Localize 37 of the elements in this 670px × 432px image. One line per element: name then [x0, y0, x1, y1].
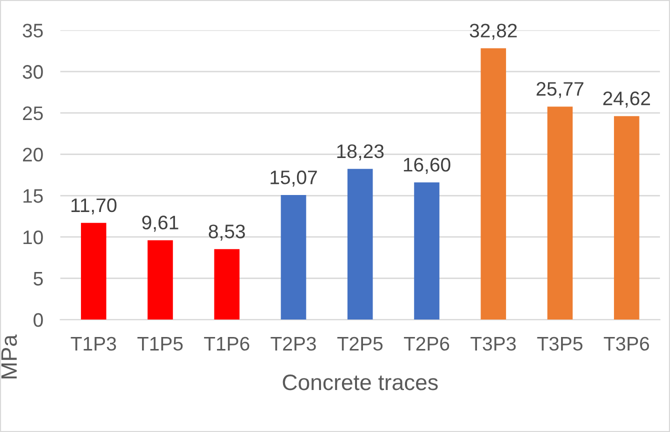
- bar: [480, 48, 506, 320]
- y-tick-label: 0: [34, 313, 43, 327]
- y-tick-label: 20: [22, 148, 43, 162]
- data-label: 15,07: [270, 170, 317, 187]
- data-label: 32,82: [470, 24, 517, 40]
- y-tick-label: 30: [22, 65, 43, 79]
- bar: [347, 168, 373, 320]
- bar: [80, 222, 106, 320]
- data-label: 24,62: [603, 92, 650, 108]
- bar: [547, 106, 573, 320]
- x-tick-label: T2P6: [404, 336, 450, 351]
- y-tick-label: 5: [34, 272, 43, 286]
- y-tick-label: 10: [23, 230, 43, 244]
- x-tick-label: T2P5: [337, 336, 383, 351]
- bar: [280, 195, 306, 320]
- x-tick-label: T1P5: [137, 337, 183, 351]
- y-tick-label: 15: [23, 189, 43, 203]
- bar: [414, 182, 440, 320]
- bar: [148, 240, 173, 320]
- x-tick-label: T1P6: [204, 336, 250, 351]
- y-tick-label: 35: [22, 24, 43, 38]
- data-label: 16,60: [404, 158, 450, 174]
- x-axis-title: Concrete traces: [282, 374, 438, 390]
- x-tick-label: T3P6: [604, 336, 650, 351]
- data-label: 11,70: [71, 198, 116, 214]
- bar: [214, 249, 240, 320]
- y-axis-title: MPa: [1, 334, 17, 378]
- x-tick-label: T2P3: [270, 336, 316, 351]
- data-label: 25,77: [536, 82, 584, 98]
- data-label: 8,53: [208, 224, 245, 241]
- x-tick-label: T3P5: [537, 336, 582, 351]
- data-label: 18,23: [337, 144, 384, 160]
- y-tick-label: 25: [22, 106, 43, 120]
- x-tick-label: T1P3: [70, 336, 116, 351]
- data-label: 9,61: [142, 216, 178, 232]
- bar: [614, 116, 640, 320]
- x-tick-label: T3P3: [470, 336, 516, 351]
